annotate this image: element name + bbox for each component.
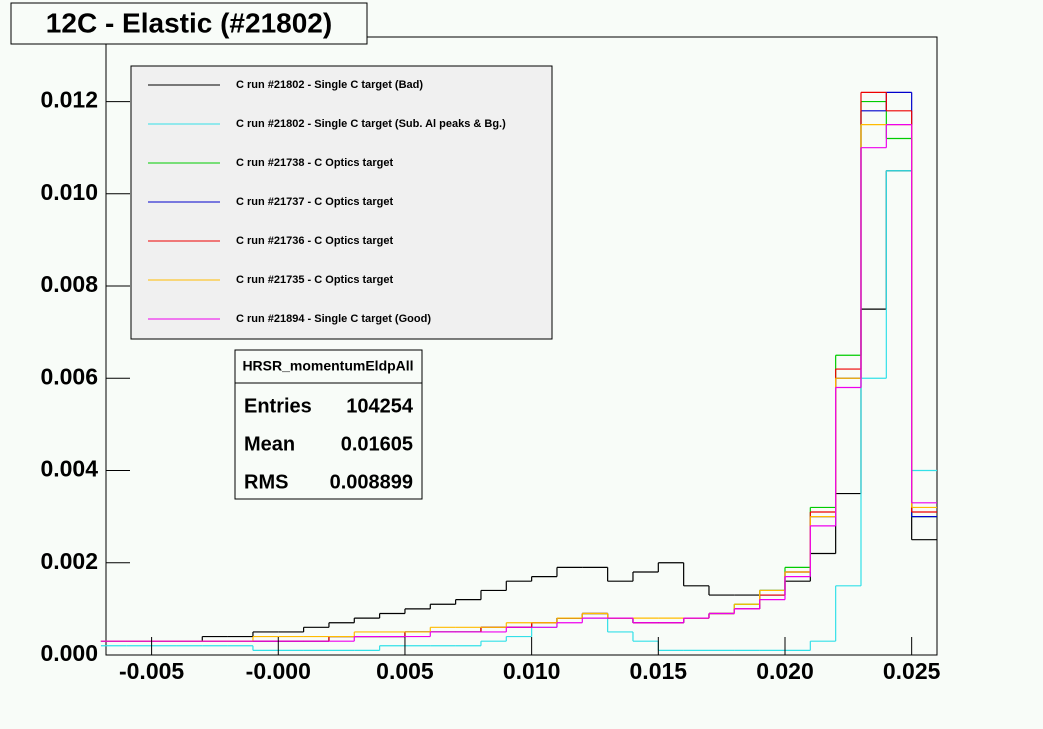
legend-label: C run #21736 - C Optics target xyxy=(236,235,393,247)
title-box xyxy=(10,2,368,45)
x-tick-label: 0.025 xyxy=(883,658,941,684)
y-tick-label: 0.004 xyxy=(40,456,98,482)
y-tick-label: 0.008 xyxy=(40,271,98,297)
x-tick-label: 0.020 xyxy=(756,658,814,684)
chart-title: 12C - Elastic (#21802) xyxy=(46,7,332,38)
y-tick-label: 0.010 xyxy=(40,179,98,205)
x-tick-label: 0.010 xyxy=(503,658,561,684)
stat-label: RMS xyxy=(244,471,288,493)
legend-label: C run #21802 - Single C target (Sub. Al … xyxy=(236,118,506,130)
legend-label: C run #21738 - C Optics target xyxy=(236,157,393,169)
stat-label: Mean xyxy=(244,433,295,455)
x-tick-label: 0.005 xyxy=(376,658,434,684)
histograms xyxy=(100,91,937,651)
stat-label: Entries xyxy=(244,395,312,417)
stat-value: 0.01605 xyxy=(341,433,413,455)
y-tick-label: 0.002 xyxy=(40,548,98,574)
y-tick-label: 0.012 xyxy=(40,87,98,113)
x-tick-label: -0.005 xyxy=(119,658,184,684)
y-tick-label: 0.000 xyxy=(40,640,98,666)
legend: C run #21802 - Single C target (Bad) C ru… xyxy=(148,79,506,325)
stats: Entries 104254 Mean 0.01605 RMS 0.008899 xyxy=(244,395,414,493)
legend-label: C run #21894 - Single C target (Good) xyxy=(236,313,431,325)
stat-value: 0.008899 xyxy=(330,471,413,493)
axes: 0.000 0.002 0.004 0.006 0.008 0.010 0.012 -0.00… xyxy=(40,87,940,684)
stat-value: 104254 xyxy=(346,395,414,417)
legend-label: C run #21737 - C Optics target xyxy=(236,196,393,208)
legend-label: C run #21802 - Single C target (Bad) xyxy=(236,79,423,91)
x-tick-label: -0.000 xyxy=(246,658,311,684)
stats-box xyxy=(234,349,423,500)
y-tick-label: 0.006 xyxy=(40,363,98,389)
legend-label: C run #21735 - C Optics target xyxy=(236,274,393,286)
stats-title: HRSR_momentumEldpAll xyxy=(242,358,413,374)
x-tick-label: 0.015 xyxy=(630,658,688,684)
